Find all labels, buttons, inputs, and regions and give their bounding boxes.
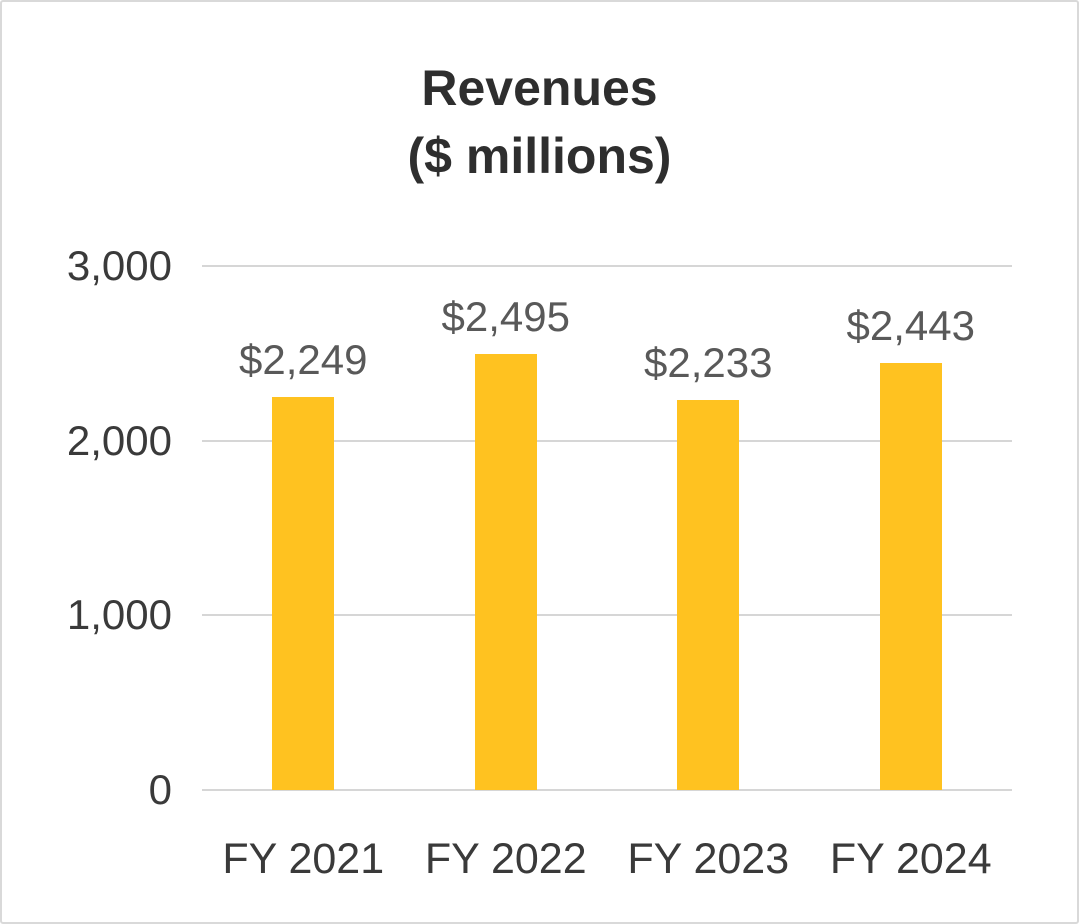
y-tick-label: 1,000 <box>66 591 172 639</box>
chart-title-line1: Revenues <box>421 60 658 116</box>
y-tick-label: 2,000 <box>66 416 172 464</box>
bar-data-label: $2,495 <box>441 293 570 341</box>
chart-title-line2: ($ millions) <box>407 128 672 184</box>
y-tick-label: 3,000 <box>66 242 172 289</box>
bar-data-label: $2,233 <box>644 338 773 386</box>
bar-data-label: $2,443 <box>846 302 975 350</box>
gridline <box>202 439 1012 442</box>
gridline <box>202 789 1012 791</box>
y-tick-label: 0 <box>148 766 172 813</box>
gridline <box>202 265 1012 267</box>
x-tick-label: FY 2023 <box>627 835 790 883</box>
bar-data-label: $2,249 <box>239 336 368 384</box>
plot-area: $2,249 $2,495 $2,233 $2,443 <box>202 265 1012 791</box>
bar-fy-2023 <box>677 399 740 790</box>
bar-fy-2022 <box>474 354 537 790</box>
x-tick-label: FY 2024 <box>829 835 992 883</box>
y-axis-tick-labels: 0 1,000 2,000 3,000 <box>22 245 172 811</box>
bar-fy-2021 <box>272 397 335 790</box>
bar-fy-2024 <box>879 363 942 790</box>
x-tick-label: FY 2021 <box>222 835 385 883</box>
x-axis-tick-labels: FY 2021 FY 2022 FY 2023 FY 2024 <box>202 838 1012 888</box>
x-tick-label: FY 2022 <box>424 835 587 883</box>
chart-title: Revenues ($ millions) <box>2 54 1077 190</box>
gridline <box>202 614 1012 617</box>
